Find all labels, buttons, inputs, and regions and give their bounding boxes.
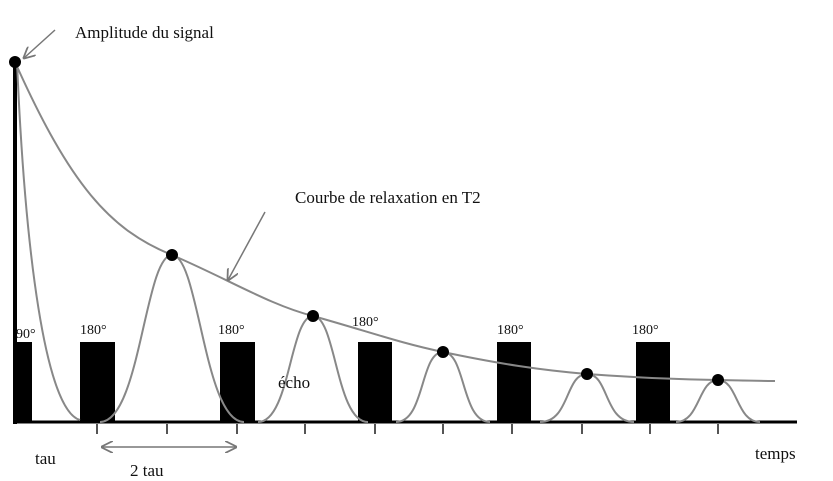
amplitude-label: Amplitude du signal [75,23,214,42]
time-label: temps [755,444,796,463]
pulse-label: 90° [16,327,36,342]
pulse-label: 180° [497,323,524,338]
pulse-label: 180° [352,315,379,330]
echo-peaks [9,56,724,386]
two-tau-label: 2 tau [130,461,164,480]
echo-label: écho [278,373,310,392]
decay-curve [14,61,776,382]
pulse-label: 180° [632,323,659,338]
pulse-label: 180° [218,323,245,338]
pulse-label: 180° [80,323,107,338]
curve-arrow [228,211,266,280]
curve-label: Courbe de relaxation en T2 [295,188,481,207]
pulses [15,342,670,422]
time-ticks [96,424,719,434]
tau-label: tau [35,449,56,468]
amplitude-arrow [24,29,56,58]
